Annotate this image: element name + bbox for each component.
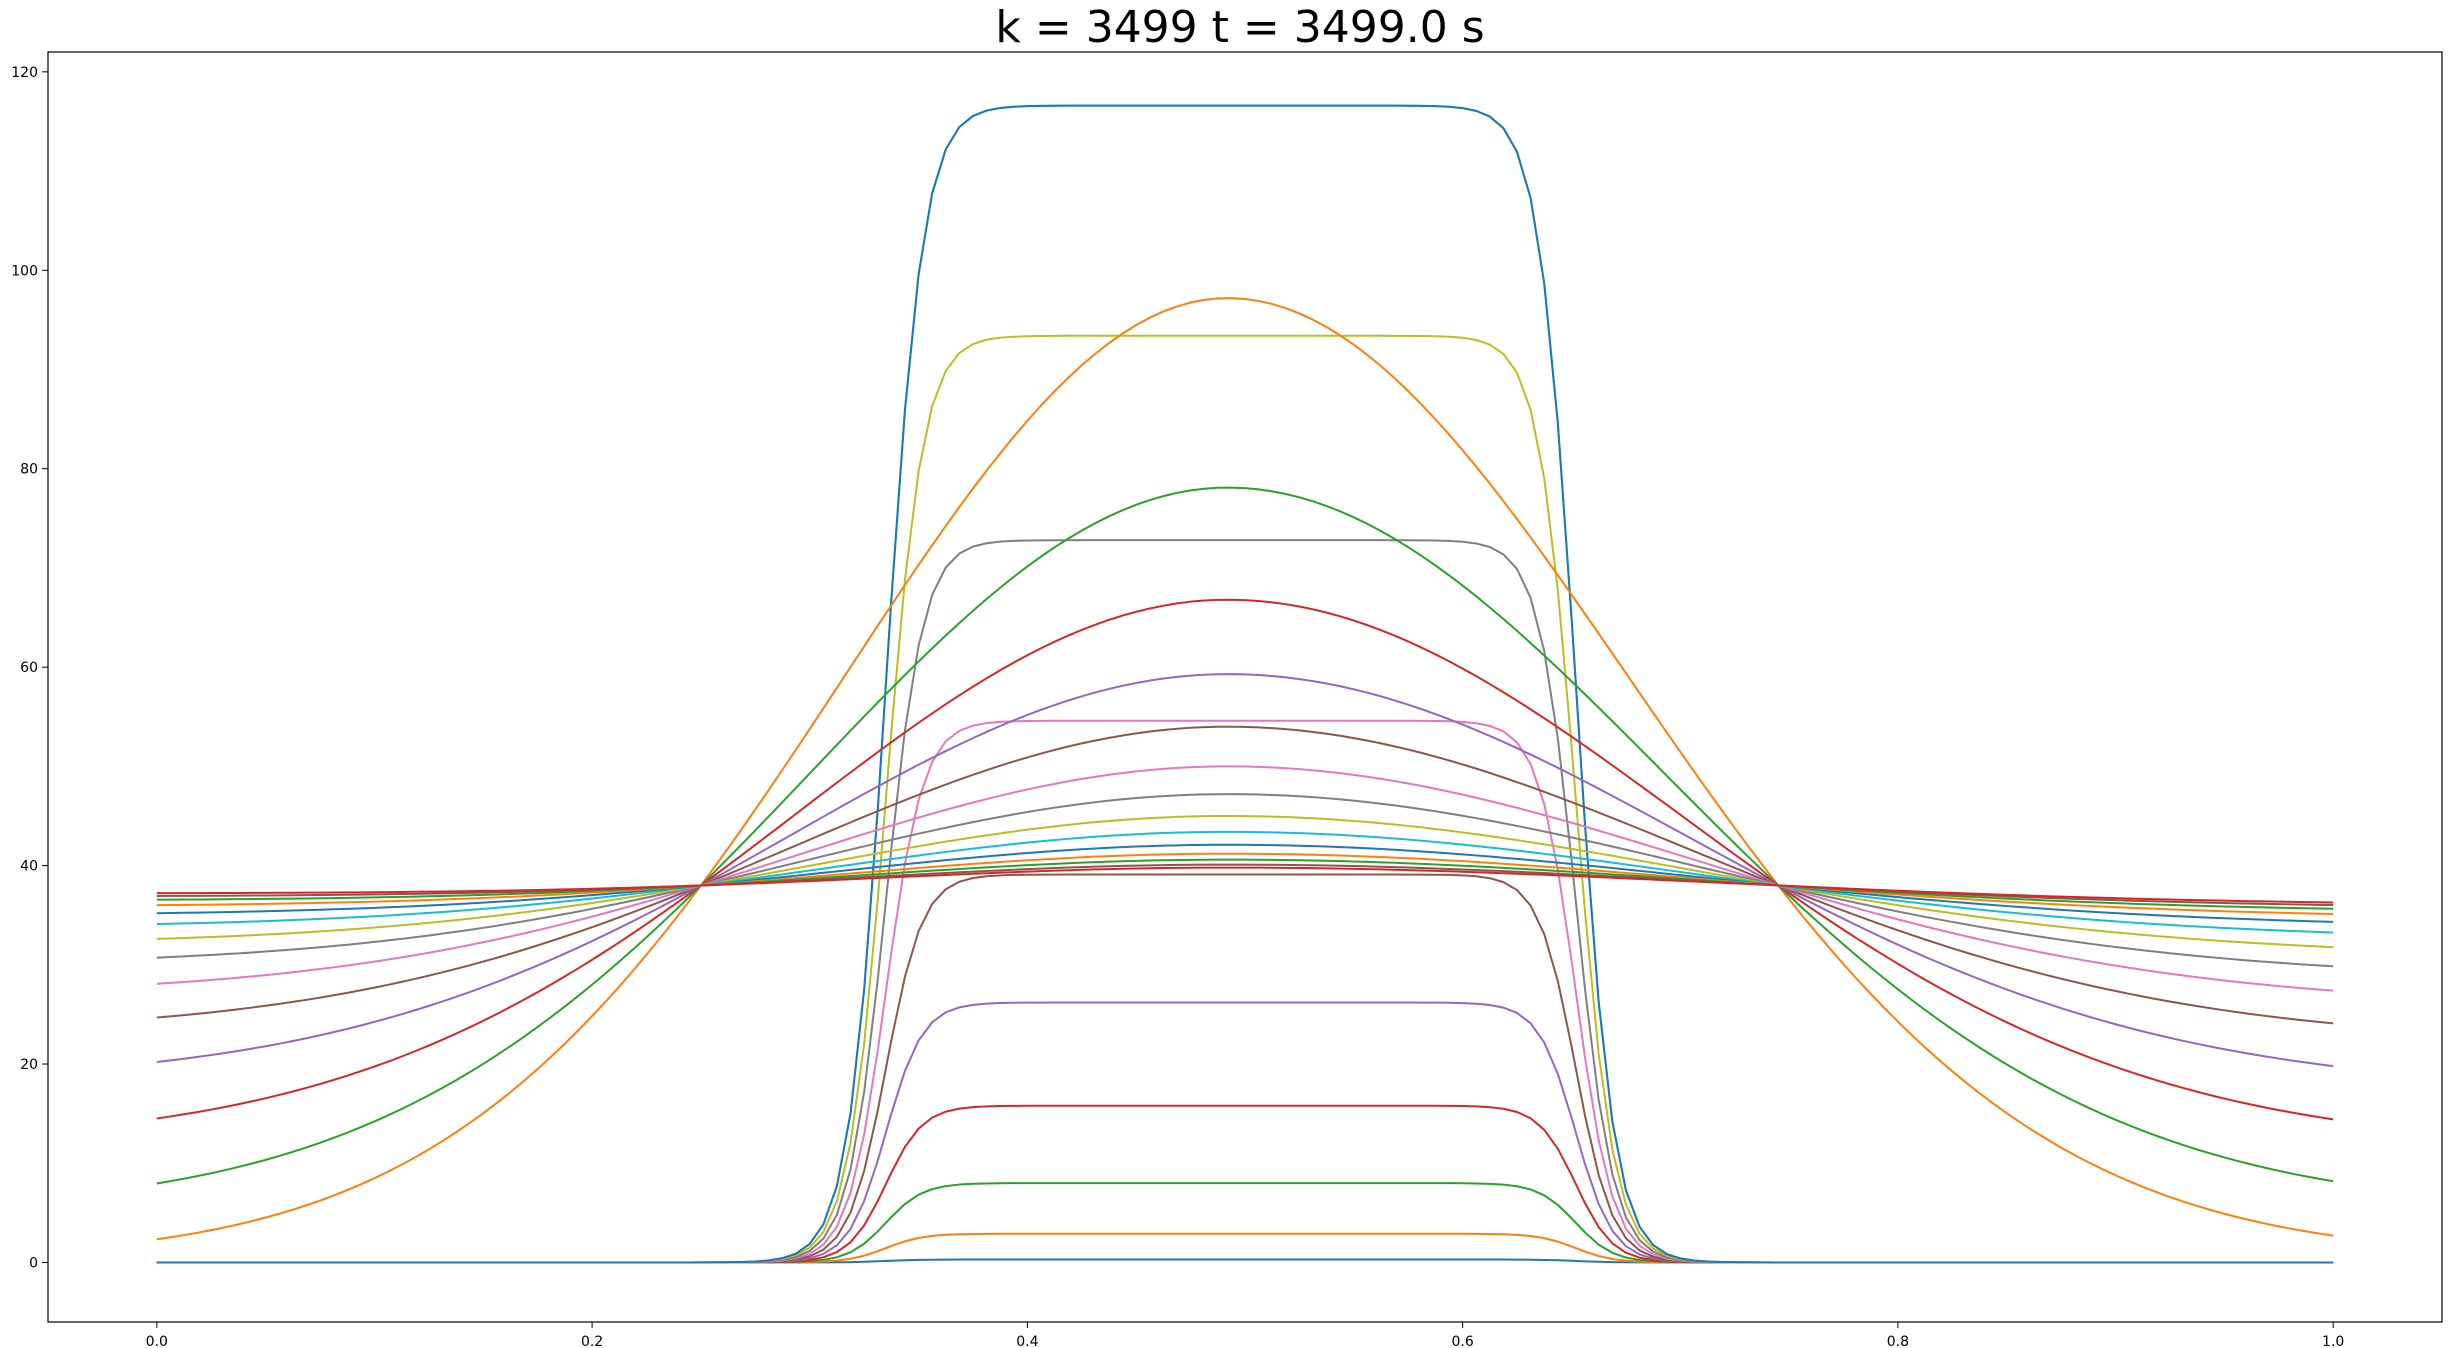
plot-area-frame [47, 51, 2443, 1323]
series-line-17 [156, 765, 2334, 992]
series-line-7 [156, 719, 2334, 1264]
series-line-6 [156, 873, 2334, 1264]
x-tick-label: 0.0 [146, 1334, 168, 1348]
chart-title: k = 3499 t = 3499.0 s [995, 2, 1484, 53]
series-line-11 [156, 104, 2334, 1264]
x-tick-label: 0.4 [1016, 1334, 1038, 1348]
y-tick-label: 120 [11, 65, 38, 81]
series-line-12 [156, 297, 2334, 1241]
series-line-14 [156, 598, 2334, 1121]
series-line-2 [156, 1232, 2334, 1264]
series-line-22 [156, 852, 2334, 915]
series-line-20 [156, 830, 2334, 934]
x-tick-label: 0.2 [581, 1334, 603, 1348]
y-tick-label: 20 [20, 1057, 38, 1073]
y-tick-label: 60 [20, 660, 38, 676]
series-line-24 [156, 863, 2334, 907]
series-line-21 [156, 843, 2334, 923]
x-axis-ticks: 0.0 0.2 0.4 0.6 0.8 1.0 [146, 1322, 2344, 1348]
series-layer [156, 104, 2334, 1264]
y-tick-label: 0 [29, 1255, 38, 1271]
y-tick-label: 80 [20, 462, 38, 478]
series-line-9 [156, 334, 2334, 1264]
x-tick-label: 0.6 [1452, 1334, 1474, 1348]
y-tick-label: 100 [11, 263, 38, 279]
y-tick-label: 40 [20, 859, 38, 875]
series-line-13 [156, 486, 2334, 1185]
x-tick-label: 1.0 [2322, 1334, 2344, 1348]
series-line-3 [156, 1182, 2334, 1264]
series-line-18 [156, 793, 2334, 968]
series-line-15 [156, 673, 2334, 1068]
series-line-16 [156, 725, 2334, 1025]
series-line-5 [156, 1001, 2334, 1264]
series-line-25 [156, 866, 2334, 904]
series-line-10 [156, 104, 2334, 1264]
series-line-23 [156, 858, 2334, 910]
x-tick-label: 0.8 [1887, 1334, 1909, 1348]
y-axis-ticks: 0 20 40 60 80 100 120 [11, 65, 48, 1271]
series-line-19 [156, 814, 2334, 949]
